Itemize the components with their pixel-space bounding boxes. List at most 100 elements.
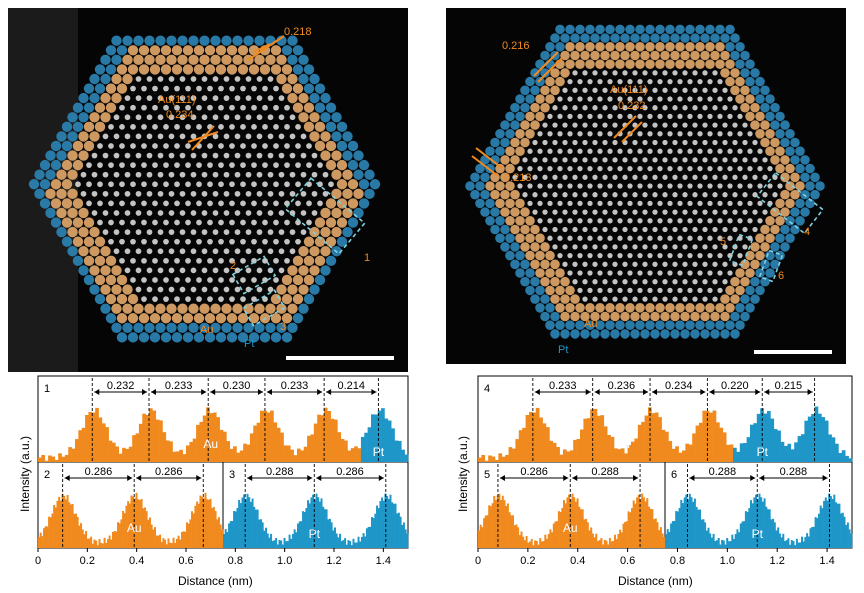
lattice-atom	[662, 139, 668, 146]
lattice-atom	[201, 267, 208, 274]
profile-bin	[678, 507, 681, 548]
pt-shell-atom	[555, 320, 565, 331]
pt-shell-atom	[364, 169, 375, 180]
profile-id: 5	[484, 469, 490, 481]
pt-shell-atom	[660, 33, 670, 43]
profile-bin	[236, 452, 241, 462]
lattice-atom	[201, 76, 208, 82]
au-shell-atom	[237, 45, 249, 56]
x-tick-label: 0	[35, 555, 41, 567]
profile-bin	[377, 508, 380, 548]
lattice-atom	[179, 114, 186, 121]
lattice-atom	[212, 286, 219, 293]
pt-shell-atom	[695, 24, 705, 35]
lattice-atom	[727, 131, 733, 137]
au-shell-atom	[67, 169, 78, 180]
profile-bin	[143, 507, 146, 548]
au-shell-atom	[780, 172, 790, 183]
x-axis-label-right: Distance (nm)	[618, 574, 693, 588]
lattice-atom	[702, 279, 708, 285]
au-shell-atom	[226, 45, 238, 56]
lattice-atom	[196, 181, 202, 188]
au-shell-atom	[785, 181, 795, 191]
pt-shell-atom	[650, 33, 660, 43]
lattice-atom	[278, 190, 285, 197]
pt-shell-atom	[331, 112, 342, 123]
profile-bin	[722, 540, 725, 548]
au-shell-atom	[127, 313, 139, 324]
lattice-atom	[662, 296, 668, 302]
lattice-atom	[80, 190, 87, 197]
arrow-head	[196, 475, 202, 481]
au-shell-atom	[695, 59, 705, 69]
lattice-atom	[747, 183, 753, 189]
profile-id: 6	[671, 469, 677, 481]
profile-bin	[807, 416, 812, 462]
lattice-atom	[185, 200, 191, 207]
lattice-atom	[627, 113, 633, 120]
lattice-atom	[212, 152, 219, 159]
au-shell-atom	[735, 285, 745, 296]
lattice-atom	[567, 235, 573, 241]
lattice-atom	[262, 162, 268, 168]
lattice-atom	[141, 257, 147, 264]
au-shell-atom	[710, 311, 720, 322]
au-shell-atom	[495, 198, 505, 209]
lattice-atom	[647, 148, 653, 154]
au-shell-atom	[166, 54, 177, 66]
pt-shell-atom	[635, 320, 645, 331]
lattice-atom	[229, 181, 235, 188]
profile-bin	[81, 427, 86, 462]
profile-bin	[806, 533, 809, 548]
au-shell-atom	[237, 313, 249, 324]
profile-bin	[651, 509, 654, 548]
pt-shell-atom	[56, 150, 67, 161]
lattice-atom	[657, 270, 663, 276]
au-shell-atom	[111, 73, 122, 85]
lattice-atom	[662, 157, 668, 163]
au-shell-atom	[785, 198, 795, 209]
lattice-atom	[130, 181, 136, 188]
lattice-atom	[687, 131, 693, 137]
lattice-atom	[637, 200, 643, 207]
lattice-atom	[587, 131, 593, 137]
lattice-atom	[146, 76, 153, 82]
lattice-atom	[627, 96, 633, 102]
lattice-atom	[652, 70, 658, 76]
au-shell-atom	[281, 64, 293, 75]
pt-shell-atom	[605, 24, 615, 35]
spacing-label: 0.286	[520, 466, 548, 478]
lattice-atom	[617, 113, 623, 120]
lattice-atom	[677, 270, 683, 276]
lattice-atom	[642, 296, 648, 302]
au-shell-atom	[67, 188, 78, 200]
pt-shell-atom	[530, 276, 540, 287]
profile-bin	[251, 498, 254, 548]
profile-bin	[532, 412, 537, 462]
profile-bin	[615, 539, 618, 548]
lattice-atom	[124, 114, 131, 121]
profile-bin	[290, 449, 294, 462]
profile-bin	[404, 454, 409, 462]
pt-shell-atom	[39, 159, 51, 171]
lattice-atom	[223, 286, 230, 293]
profile-bin	[756, 413, 761, 462]
au-shell-atom	[500, 207, 510, 217]
pt-shell-atom	[640, 33, 650, 43]
profile-bin	[731, 534, 734, 548]
lattice-atom	[662, 122, 668, 128]
lattice-atom	[572, 174, 578, 180]
profile-bin	[804, 536, 807, 548]
pt-shell-atom	[56, 131, 67, 142]
pt-shell-atom	[39, 179, 51, 190]
lattice-atom	[632, 296, 638, 302]
lattice-atom	[702, 139, 708, 146]
lattice-atom	[587, 252, 593, 259]
au-shell-atom	[78, 131, 89, 142]
pt-shell-atom	[585, 320, 595, 331]
label-roi4: 4	[804, 226, 811, 238]
lattice-atom	[677, 183, 683, 189]
profile-bin	[651, 413, 656, 462]
au-shell-atom	[342, 188, 353, 200]
au-shell-atom	[785, 163, 795, 174]
